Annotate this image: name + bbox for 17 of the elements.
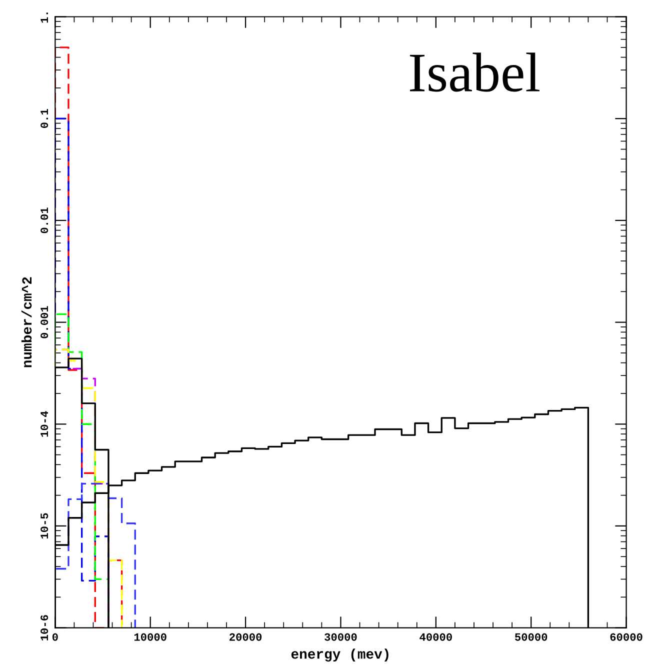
- x-tick-label: 0: [52, 633, 58, 641]
- x-tick-label: 50000: [514, 633, 548, 641]
- y-tick-label: 10-4: [40, 411, 48, 437]
- y-tick-label: 10-5: [40, 513, 48, 539]
- y-tick-label: 0.1: [40, 109, 48, 128]
- x-tick-label: 60000: [610, 633, 642, 641]
- x-tick-label: 30000: [324, 633, 357, 641]
- x-tick-label: 10000: [134, 633, 166, 641]
- y-axis-title: number/cm^2: [21, 277, 32, 368]
- y-tick-label: 1.: [40, 12, 48, 23]
- annotation: Isabel: [410, 52, 540, 92]
- y-tick-label: 0.001: [40, 306, 48, 338]
- x-tick-label: 40000: [420, 633, 452, 641]
- x-axis-title: energy (mev): [291, 648, 388, 662]
- y-tick-label: 10-6: [40, 615, 48, 640]
- y-tick-label: 0.01: [40, 208, 48, 234]
- x-tick-label: 20000: [230, 633, 262, 641]
